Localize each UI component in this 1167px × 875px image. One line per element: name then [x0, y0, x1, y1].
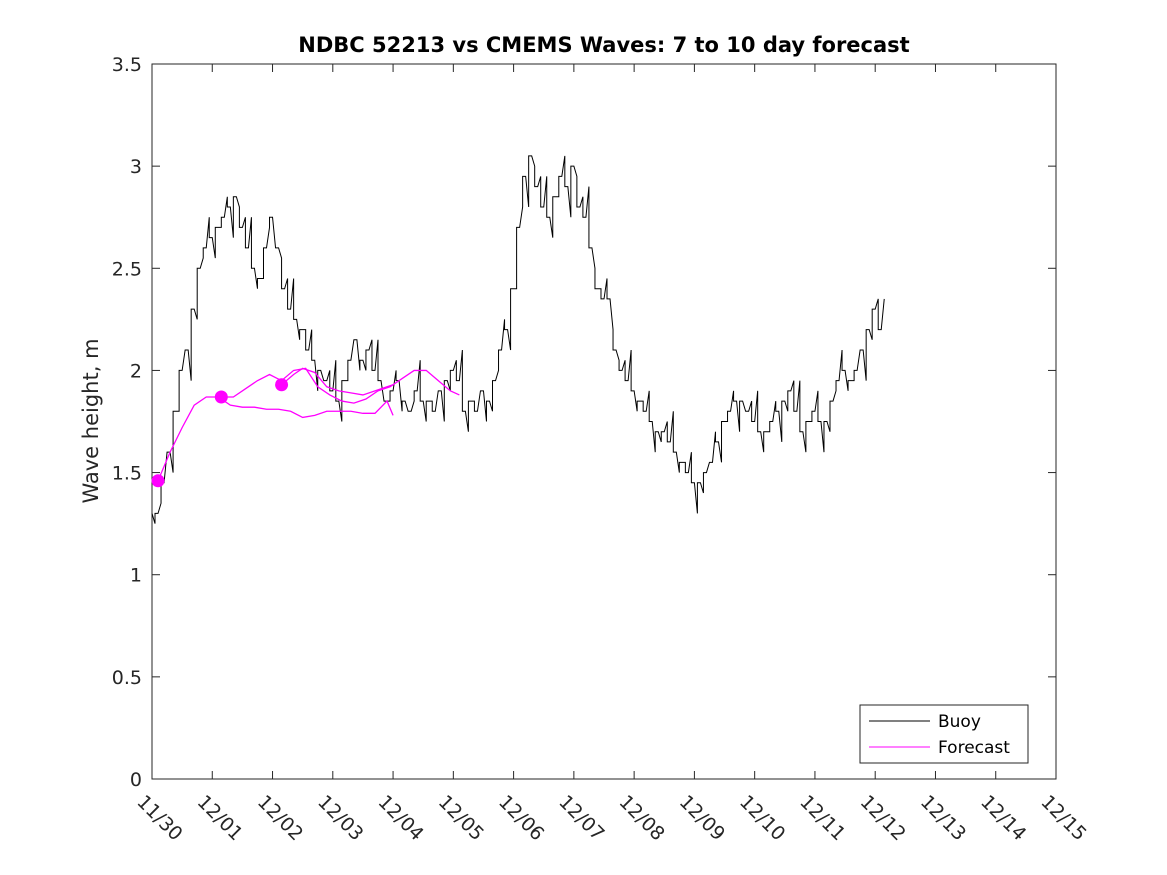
x-tick-label: 12/11 [795, 791, 849, 845]
x-tick-label: 12/15 [1036, 791, 1090, 845]
x-tick-label: 11/30 [132, 791, 186, 845]
legend-forecast-label: Forecast [938, 738, 1010, 758]
x-tick-label: 12/05 [434, 791, 488, 845]
y-tick-label: 1.5 [112, 463, 142, 485]
forecast-line-3 [281, 367, 394, 396]
y-tick-label: 3.5 [112, 54, 142, 76]
x-tick-label: 12/14 [976, 791, 1030, 845]
x-tick-label: 12/08 [615, 791, 669, 845]
legend-buoy-label: Buoy [938, 712, 981, 732]
forecast-line-2 [221, 367, 460, 404]
y-tick-label: 2 [130, 360, 142, 382]
x-tick-label: 12/13 [916, 791, 970, 845]
x-tick-label: 12/12 [856, 791, 910, 845]
y-axis-label: Wave height, m [79, 338, 103, 503]
chart-title: NDBC 52213 vs CMEMS Waves: 7 to 10 day f… [298, 33, 909, 57]
x-tick-label: 12/07 [554, 791, 608, 845]
x-tick-label: 12/01 [193, 791, 247, 845]
plot-area [151, 63, 1057, 780]
x-tick-label: 12/09 [675, 791, 729, 845]
y-tick-label: 2.5 [112, 258, 142, 280]
y-tick-label: 1 [130, 565, 142, 587]
x-tick-label: 12/10 [735, 791, 789, 845]
x-tick-label: 12/04 [374, 791, 428, 845]
series-layer [151, 155, 885, 524]
x-tick-label: 12/02 [253, 791, 307, 845]
x-tick-label: 12/03 [313, 791, 367, 845]
buoy-line [151, 155, 885, 524]
forecast-start-marker [275, 378, 289, 392]
y-tick-label: 3 [130, 156, 142, 178]
forecast-start-marker [214, 390, 228, 404]
legend-box [859, 704, 1029, 764]
y-tick-label: 0.5 [112, 667, 142, 689]
y-tick-label: 0 [130, 769, 142, 791]
legend[interactable]: Buoy Forecast [859, 704, 1029, 764]
x-tick-label: 12/06 [494, 791, 548, 845]
y-axis-ticks: 0 0.5 1 1.5 2 2.5 3 3.5 [112, 54, 1056, 791]
forecast-start-marker [151, 474, 165, 488]
forecast-line-1 [157, 396, 394, 481]
